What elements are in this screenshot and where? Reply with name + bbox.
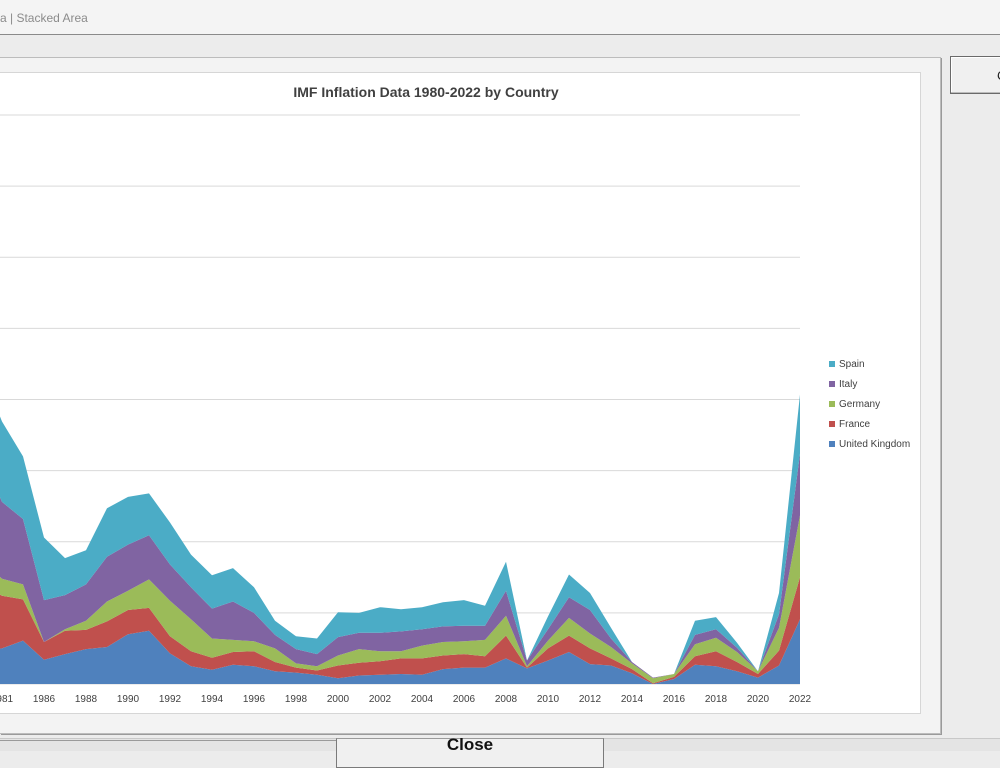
legend-swatch — [829, 381, 835, 387]
side-action-button-label: C — [997, 68, 1000, 83]
x-tick-label: 1988 — [75, 694, 98, 705]
chart-title: IMF Inflation Data 1980-2022 by Country — [293, 84, 558, 100]
x-tick-label: 2002 — [369, 694, 392, 705]
window-titlebar: a | Stacked Area — [0, 0, 1000, 35]
side-action-button[interactable]: C — [950, 56, 1000, 94]
area-germany — [0, 515, 800, 684]
x-axis-ticks: 8219811986198819901992199419961998200020… — [0, 694, 812, 705]
legend-swatch — [829, 421, 835, 427]
bottom-divider — [0, 740, 336, 741]
legend-swatch — [829, 441, 835, 447]
x-tick-label: 2020 — [747, 694, 770, 705]
legend-label: France — [839, 419, 871, 430]
legend-swatch — [829, 361, 835, 367]
x-tick-label: 1986 — [33, 694, 56, 705]
x-tick-label: 1996 — [243, 694, 266, 705]
chart-area: IMF Inflation Data 1980-2022 by Country … — [0, 72, 921, 714]
legend-label: Italy — [839, 379, 857, 390]
legend: Spain Italy Germany France United Kingdom — [829, 359, 910, 450]
x-tick-label: 1998 — [285, 694, 308, 705]
window-title: a | Stacked Area — [0, 11, 88, 25]
x-tick-label: 2016 — [663, 694, 686, 705]
x-tick-label: 2004 — [411, 694, 434, 705]
legend-swatch — [829, 401, 835, 407]
legend-label: Germany — [839, 399, 880, 410]
x-tick-label: 2006 — [453, 694, 476, 705]
legend-label: United Kingdom — [839, 439, 910, 450]
area-united-kingdom — [0, 619, 800, 684]
area-france — [0, 577, 800, 684]
stacked-area-chart: IMF Inflation Data 1980-2022 by Country … — [0, 84, 910, 705]
x-tick-label: 1992 — [159, 694, 182, 705]
x-tick-label: 2022 — [789, 694, 812, 705]
x-tick-label: 1990 — [117, 694, 140, 705]
x-tick-label: 2018 — [705, 694, 728, 705]
x-tick-label: 2014 — [621, 694, 644, 705]
close-button[interactable]: Close — [336, 736, 604, 768]
x-tick-label: 2000 — [327, 694, 350, 705]
x-tick-label: 1981 — [0, 694, 14, 705]
x-tick-label: 2010 — [537, 694, 560, 705]
x-tick-label: 1994 — [201, 694, 224, 705]
x-tick-label: 2012 — [579, 694, 602, 705]
legend-label: Spain — [839, 359, 865, 370]
area-spain — [0, 394, 800, 678]
area-series — [0, 394, 800, 684]
x-tick-label: 2008 — [495, 694, 518, 705]
area-italy — [0, 453, 800, 679]
